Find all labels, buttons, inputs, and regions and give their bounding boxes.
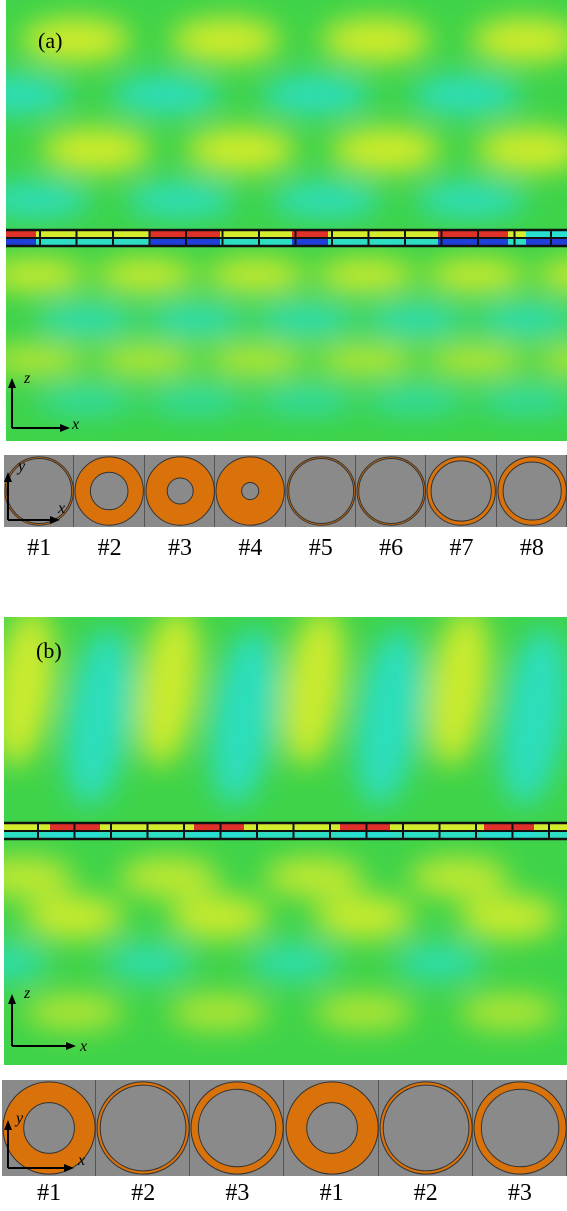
panel-label-b: (b): [36, 638, 62, 663]
cell-label: #4: [238, 535, 263, 561]
ring-icon: [426, 456, 497, 526]
cell-label: #2: [131, 1180, 156, 1206]
axis-label-b-x: x: [80, 1038, 88, 1055]
strip-axis-label-b-y: y: [16, 1110, 24, 1127]
ring-icon: [74, 456, 145, 526]
ring-icon: [96, 1081, 190, 1175]
ring-icon: [497, 456, 567, 526]
waveguide: [4, 821, 567, 841]
cell-label: #2: [413, 1180, 438, 1206]
strip-axis-label-a-x: x: [58, 500, 66, 517]
panel-label-a: (a): [38, 28, 63, 53]
cell-label: #5: [308, 535, 333, 561]
unit-cell-strip-a: [4, 455, 567, 527]
field-map-b: [4, 617, 567, 1065]
ring-icon: [2, 1081, 96, 1175]
waveguide: [6, 228, 567, 248]
cell-label: #3: [167, 535, 192, 561]
unit-cell: [497, 455, 567, 527]
ring-icon: [145, 456, 215, 526]
ring-icon: [190, 1081, 284, 1175]
cell-label: #1: [27, 535, 52, 561]
cell-label: #3: [507, 1180, 532, 1206]
axis-label-a-x: x: [72, 416, 80, 433]
axis-arrows-a: [8, 378, 70, 432]
ring-icon: [285, 1081, 379, 1175]
unit-cell: [215, 455, 286, 527]
unit-cell: [285, 1080, 379, 1176]
ring-icon: [473, 1081, 567, 1175]
cell-label: #7: [449, 535, 474, 561]
ring-icon: [215, 456, 285, 526]
strip-axis-label-a-y: y: [18, 458, 26, 475]
strip-axis-arrows-a: [4, 472, 60, 524]
unit-cell: [145, 455, 216, 527]
ring-icon: [379, 1081, 473, 1175]
axis-label-b-z: z: [24, 985, 31, 1002]
ring-icon: [286, 456, 356, 526]
field-map-a-svg: [6, 0, 567, 441]
field-map-a: [6, 0, 567, 441]
unit-cell: [4, 455, 75, 527]
axis-label-a-z: z: [24, 370, 31, 387]
cell-label: #1: [37, 1180, 62, 1206]
strip-axis-label-b-x: x: [78, 1152, 86, 1169]
ring-icon: [4, 456, 74, 526]
ring-icon: [356, 456, 426, 526]
cell-label: #2: [97, 535, 122, 561]
unit-cell: [426, 455, 497, 527]
cell-label: #8: [519, 535, 544, 561]
unit-cell-strip-b: [2, 1080, 567, 1176]
unit-cell: [356, 455, 427, 527]
field-map-b-svg: [4, 617, 567, 1065]
cell-label: #1: [319, 1180, 344, 1206]
unit-cell: [74, 455, 145, 527]
unit-cell: [2, 1080, 97, 1176]
unit-cell: [190, 1080, 285, 1176]
axis-arrows-b: [8, 994, 76, 1050]
unit-cell: [96, 1080, 191, 1176]
unit-cell: [473, 1080, 567, 1176]
strip-axis-arrows-b: [4, 1120, 74, 1172]
cell-label: #6: [379, 535, 404, 561]
cell-label: #3: [225, 1180, 250, 1206]
unit-cell: [379, 1080, 473, 1176]
unit-cell: [286, 455, 356, 527]
